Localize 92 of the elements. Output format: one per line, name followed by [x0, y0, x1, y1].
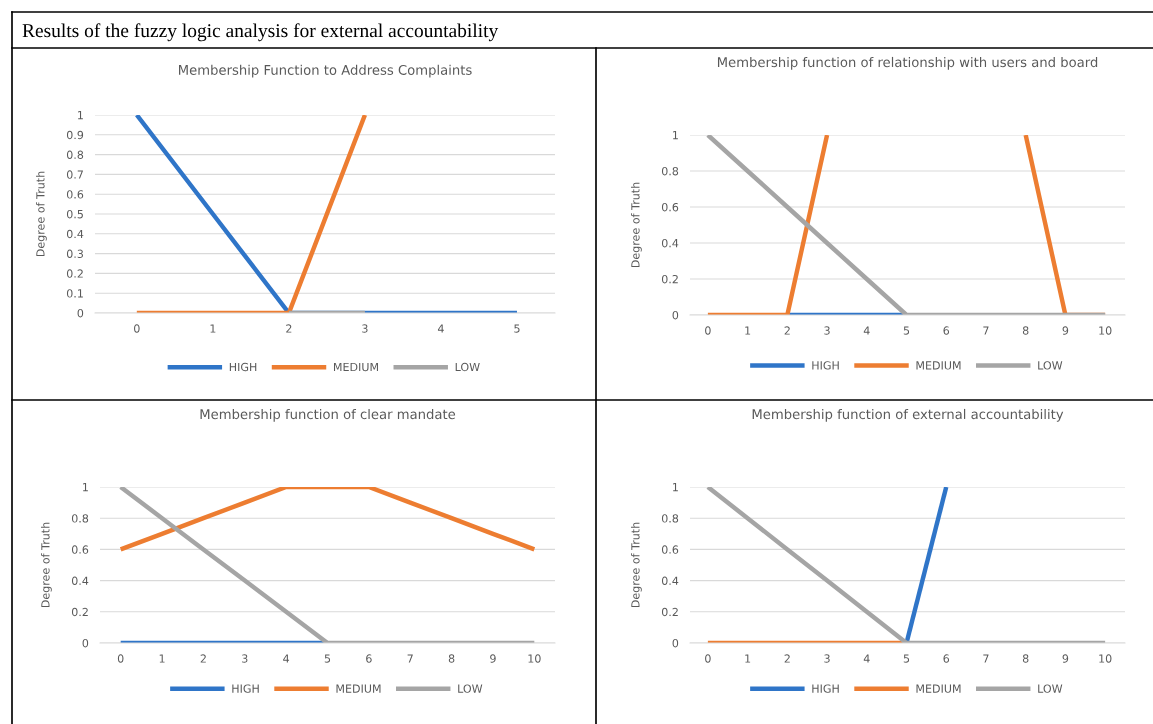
- legend-label: HIGH: [232, 684, 259, 693]
- x-tick-label: 2: [784, 326, 790, 335]
- x-tick-label: 4: [863, 326, 870, 335]
- y-tick-label: 0.4: [661, 576, 679, 585]
- x-tick-label: 7: [407, 654, 413, 663]
- x-tick-label: 0: [117, 654, 124, 663]
- x-tick-label: 5: [514, 324, 520, 333]
- chart-title: Membership Function to Address Complaints: [179, 64, 472, 78]
- y-tick-label: 0.8: [661, 514, 679, 523]
- x-tick-label: 2: [200, 654, 206, 663]
- line-series: [118, 487, 537, 552]
- y-tick-label: 0.8: [71, 514, 89, 523]
- x-tick-label: 3: [242, 654, 248, 663]
- y-tick-label: 0.6: [661, 202, 679, 212]
- x-tick-label: 3: [824, 654, 830, 663]
- y-axis-title: Degree of Truth: [631, 522, 642, 608]
- y-tick-label: 0.6: [66, 190, 84, 199]
- x-tick-label: 3: [824, 326, 830, 335]
- y-tick-label: 0.7: [66, 170, 83, 179]
- y-tick-label: 0.8: [661, 166, 679, 176]
- y-tick-label: 0: [672, 310, 679, 320]
- y-tick-label: 0.2: [66, 269, 83, 278]
- x-tick-label: 0: [705, 654, 711, 663]
- line-series: [118, 487, 537, 643]
- x-tick-label: 4: [863, 654, 870, 663]
- legend-label: LOW: [455, 362, 480, 372]
- x-tick-label: 4: [437, 324, 444, 333]
- y-tick-label: 0.2: [71, 607, 88, 617]
- y-tick-label: 0.8: [66, 150, 84, 159]
- x-tick-label: 0: [134, 324, 140, 333]
- x-tick-label: 7: [983, 654, 989, 663]
- x-tick-label: 8: [1022, 326, 1029, 335]
- legend-label: LOW: [458, 684, 483, 693]
- x-tick-label: 2: [286, 324, 292, 333]
- x-tick-label: 10: [528, 654, 541, 663]
- y-tick-label: 0.2: [661, 607, 678, 617]
- y-tick-label: 0.4: [66, 229, 84, 239]
- x-tick-label: 9: [1062, 326, 1069, 335]
- y-tick-label: 0: [77, 308, 84, 318]
- legend-label: MEDIUM: [336, 684, 381, 693]
- x-tick-label: 5: [903, 326, 910, 335]
- x-tick-label: 5: [903, 654, 910, 663]
- x-tick-label: 9: [490, 654, 496, 663]
- x-tick-label: 1: [210, 324, 216, 333]
- x-tick-label: 0: [705, 326, 711, 335]
- y-tick-label: 1: [83, 483, 88, 492]
- legend-label: HIGH: [229, 362, 257, 372]
- chart-title: Membership function of clear mandate: [200, 408, 456, 422]
- y-axis-title: Degree of Truth: [41, 522, 52, 608]
- x-tick-label: 3: [362, 324, 368, 333]
- legend-label: MEDIUM: [333, 362, 378, 372]
- y-tick-label: 0: [82, 638, 89, 648]
- y-tick-label: 0: [672, 638, 679, 648]
- legend-label: LOW: [1038, 684, 1063, 693]
- line-series: [705, 487, 1108, 643]
- x-tick-label: 5: [324, 654, 331, 663]
- y-axis-title: Degree of Truth: [631, 182, 642, 268]
- x-tick-label: 6: [943, 326, 950, 335]
- y-tick-label: 1: [673, 131, 678, 140]
- y-tick-label: 0.6: [661, 545, 679, 554]
- legend-label: MEDIUM: [916, 361, 961, 370]
- y-tick-label: 0.6: [71, 545, 89, 554]
- y-tick-label: 1: [673, 483, 678, 492]
- x-tick-label: 1: [745, 654, 751, 663]
- y-axis-title: Degree of Truth: [36, 171, 47, 257]
- x-tick-label: 8: [448, 654, 455, 663]
- x-tick-label: 4: [283, 654, 290, 663]
- y-tick-label: 0.5: [66, 209, 83, 219]
- legend-label: LOW: [1038, 361, 1063, 370]
- x-tick-label: 10: [1099, 326, 1112, 335]
- x-tick-label: 10: [1099, 654, 1112, 663]
- x-tick-label: 7: [983, 326, 989, 335]
- x-tick-label: 6: [943, 654, 950, 663]
- legend-label: HIGH: [812, 684, 839, 693]
- y-tick-label: 0.4: [661, 238, 679, 248]
- legend-label: HIGH: [812, 361, 839, 370]
- x-tick-label: 1: [745, 326, 751, 335]
- y-tick-label: 0.2: [661, 274, 678, 284]
- x-tick-label: 9: [1062, 654, 1069, 663]
- chart-title: Membership function of relationship with users and board: [717, 56, 1098, 70]
- legend-label: MEDIUM: [916, 684, 961, 693]
- x-tick-label: 8: [1022, 654, 1029, 663]
- y-tick-label: 0.3: [66, 249, 83, 258]
- x-tick-label: 2: [784, 654, 790, 663]
- y-tick-label: 0.9: [66, 130, 84, 140]
- text: Results of the fuzzy logic analysis for external accountability: [22, 23, 499, 42]
- chart-title: Membership function of external accountability: [752, 408, 1064, 422]
- y-tick-label: 1: [78, 111, 83, 120]
- y-tick-label: 0.4: [71, 576, 89, 585]
- y-tick-label: 0.1: [66, 289, 83, 298]
- x-tick-label: 1: [159, 654, 165, 663]
- x-tick-label: 6: [366, 654, 372, 663]
